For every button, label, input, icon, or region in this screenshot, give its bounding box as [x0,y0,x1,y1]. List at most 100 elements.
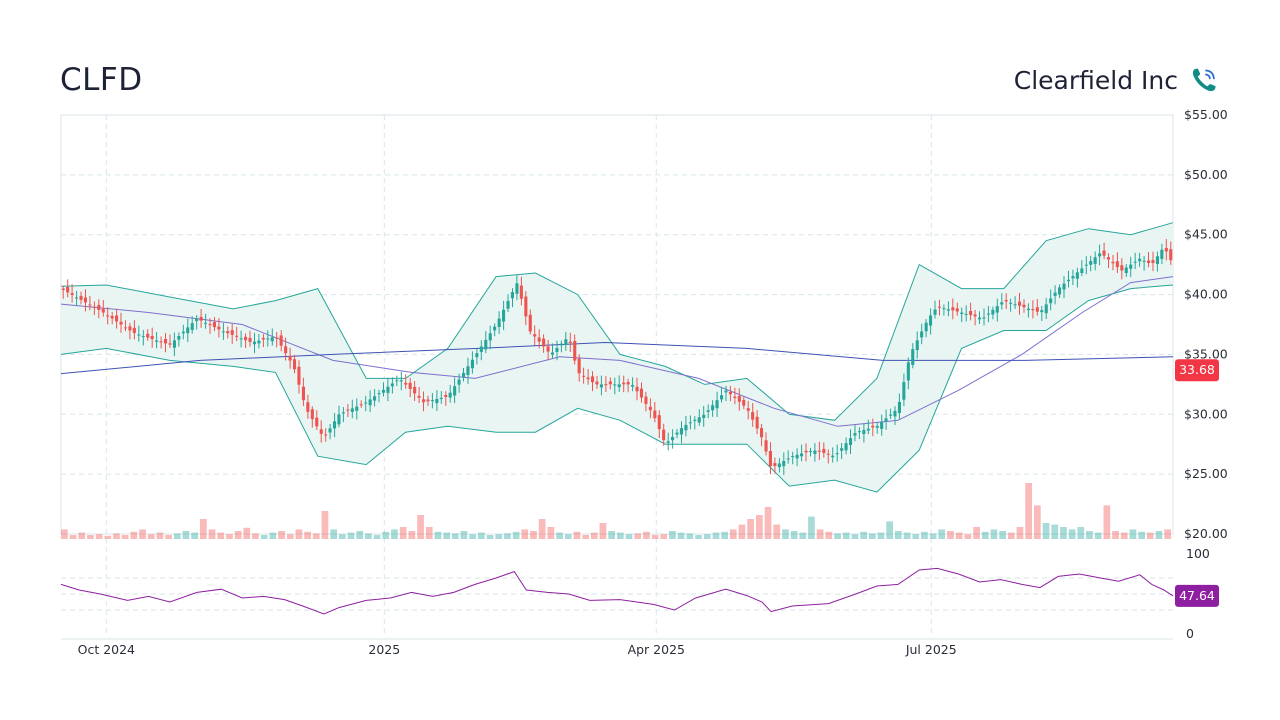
candle-body [208,324,212,326]
volume-bar [634,533,642,539]
candle-body [955,308,959,312]
volume-bar [547,527,555,539]
volume-bar [538,519,546,539]
candle-body [826,453,830,455]
candle-body [760,428,764,438]
candle-body [1080,268,1084,273]
rsi-tick-label: 100 [1186,546,1210,561]
candle-body [123,327,127,329]
volume-bar [973,527,980,539]
volume-bar [556,532,563,539]
candle-body [559,343,563,346]
volume-bar [582,535,589,539]
candle-body [1164,248,1168,252]
candle-body [568,341,572,343]
candle-body [386,386,390,393]
rsi-value-label: 47.64 [1179,588,1215,603]
volume-bar [278,531,285,539]
candle-body [853,433,857,436]
volume-bar [1112,531,1119,539]
candle-body [395,380,399,382]
candle-body [315,417,319,427]
volume-bar [521,529,529,539]
volume-bar [738,524,746,539]
volume-bar [147,534,155,539]
candle-body [377,393,381,395]
candle-body [617,384,621,388]
volume-bar [860,531,867,539]
bollinger-lower-line [60,284,1174,493]
volume-bar [113,533,120,539]
x-tick-label: Oct 2024 [78,642,135,657]
candle-body [866,428,870,431]
volume-bar [1042,523,1050,539]
candle-body [301,386,305,401]
candle-body [306,402,310,412]
volume-bar [808,516,815,539]
candle-body [550,352,554,355]
candle-body [1062,283,1066,290]
y-tick-label: $55.00 [1184,107,1228,122]
volume-bar [200,519,207,539]
volume-bar [469,534,476,539]
volume-bar [721,531,728,539]
candle-body [235,335,239,337]
candle-body [150,336,154,340]
candle-body [1169,249,1173,261]
y-tick-label: $45.00 [1184,227,1228,242]
volume-bar [599,523,607,539]
candle-body [644,396,648,404]
candle-body [697,417,701,423]
volume-bar [921,531,928,539]
candle-body [764,440,768,452]
candle-body [422,399,426,403]
candle-body [373,396,377,401]
candle-body [737,395,741,402]
volume-bar [842,532,850,539]
candle-body [257,340,261,344]
candle-body [1049,298,1053,304]
candle-body [484,339,488,350]
candle-body [110,315,114,319]
volume-bar [347,532,355,539]
candle-body [61,288,65,290]
candle-body [1115,261,1119,268]
candle-body [871,425,875,428]
candle-body [1026,308,1030,311]
volume-bar [321,511,329,539]
candle-body [995,306,999,313]
candle-body [822,448,826,454]
candle-body [230,330,234,335]
candle-body [635,386,639,392]
candle-body [172,340,176,348]
candle-body [1147,260,1151,263]
candle-body [181,331,185,334]
candle-body [132,327,136,334]
candle-body [937,306,941,308]
candle-body [426,399,430,402]
candle-body [488,333,492,341]
volume-bar [886,521,893,539]
candle-body [168,343,172,345]
volume-bar [825,531,833,539]
volume-bar [790,531,798,539]
candle-body [146,333,150,338]
candle-body [1022,304,1026,308]
candle-body [791,456,795,458]
candle-body [368,399,372,406]
volume-bar [782,529,789,539]
volume-bar [1120,532,1128,539]
candle-body [648,406,652,411]
candle-body [462,372,466,378]
candle-body [795,454,799,459]
candle-body [97,304,101,310]
candle-body [195,318,199,322]
volume-bar [625,534,633,539]
candle-body [497,318,501,327]
candle-body [324,434,328,436]
volume-bar [756,515,763,539]
candle-body [720,395,724,400]
volume-bar [104,535,112,539]
candle-body [528,314,532,332]
volume-bar [260,535,268,539]
